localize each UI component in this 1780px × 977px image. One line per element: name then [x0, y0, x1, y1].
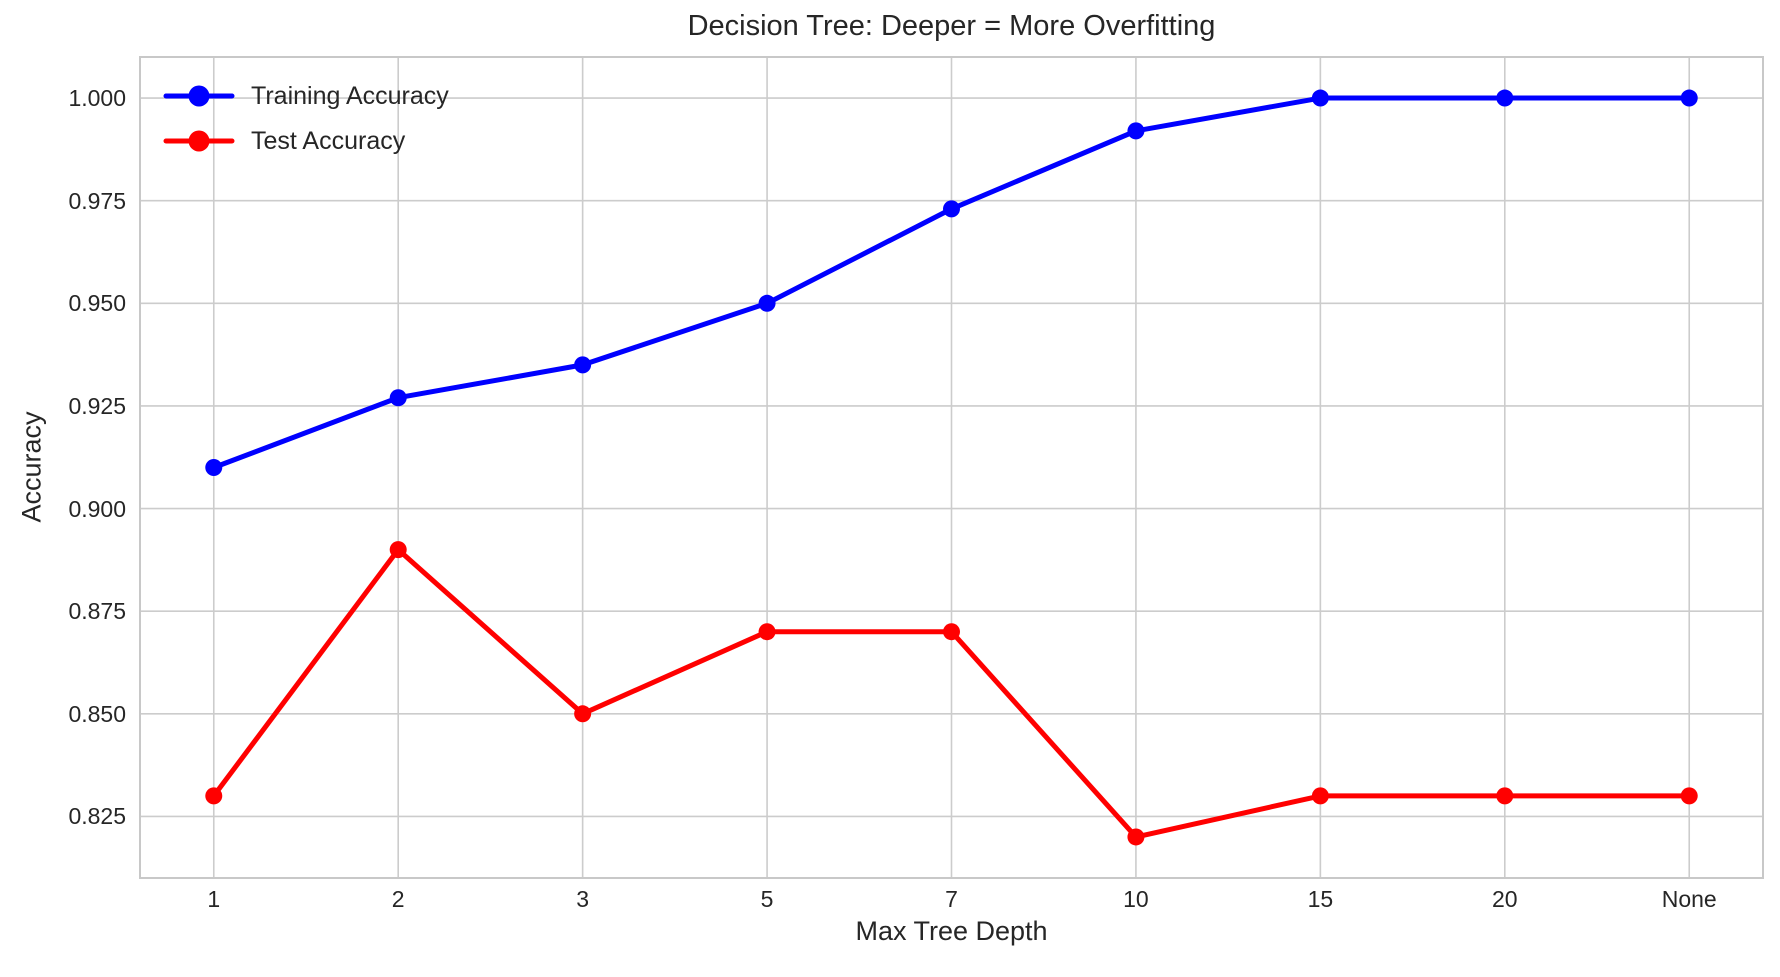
data-point-marker	[758, 294, 776, 312]
y-tick-label: 0.950	[68, 290, 126, 317]
data-point-marker	[574, 356, 592, 374]
y-tick-label: 0.825	[68, 803, 126, 830]
data-point-marker	[1496, 89, 1514, 107]
data-point-marker	[389, 389, 407, 407]
y-tick-label: 0.900	[68, 495, 126, 522]
axes-spines	[139, 56, 1764, 879]
legend-marker-icon	[163, 85, 235, 107]
data-point-marker	[758, 623, 776, 641]
x-tick-label: 5	[760, 886, 774, 912]
data-point-marker	[1311, 89, 1329, 107]
y-tick-label: 0.925	[68, 392, 126, 419]
data-point-marker	[943, 200, 960, 218]
chart-title: Decision Tree: Deeper = More Overfitting	[687, 10, 1216, 42]
data-point-marker	[1127, 122, 1145, 140]
data-point-marker	[1496, 787, 1514, 805]
data-point-marker	[389, 541, 407, 559]
data-point-marker	[943, 623, 960, 641]
data-point-marker	[1680, 787, 1698, 805]
legend-marker-icon	[163, 130, 235, 152]
legend-label: Training Accuracy	[251, 81, 449, 110]
x-tick-label: 20	[1491, 886, 1518, 912]
x-tick-label: 1	[207, 886, 221, 912]
data-point-marker	[205, 787, 223, 805]
legend-item-training-accuracy: Training Accuracy	[163, 80, 449, 112]
x-axis-label: Max Tree Depth	[855, 916, 1048, 946]
data-point-marker	[1127, 828, 1145, 846]
legend-item-test-accuracy: Test Accuracy	[163, 125, 449, 157]
x-tick-label: 2	[391, 886, 405, 912]
data-point-marker	[1680, 89, 1698, 107]
data-point-marker	[205, 459, 223, 476]
x-tick-label: 3	[576, 886, 590, 912]
legend: Training Accuracy Test Accuracy	[163, 80, 449, 157]
x-tick-label: 15	[1307, 886, 1334, 912]
data-point-marker	[574, 705, 592, 723]
y-tick-label: 0.850	[68, 700, 126, 727]
x-tick-label: None	[1661, 886, 1717, 912]
y-tick-label: 1.000	[68, 85, 126, 112]
y-tick-label: 0.975	[68, 187, 126, 214]
legend-label: Test Accuracy	[251, 126, 406, 155]
data-point-marker	[1311, 787, 1329, 805]
x-tick-label: 10	[1123, 886, 1149, 912]
y-tick-label: 0.875	[68, 598, 126, 625]
x-tick-label: 7	[945, 886, 958, 912]
